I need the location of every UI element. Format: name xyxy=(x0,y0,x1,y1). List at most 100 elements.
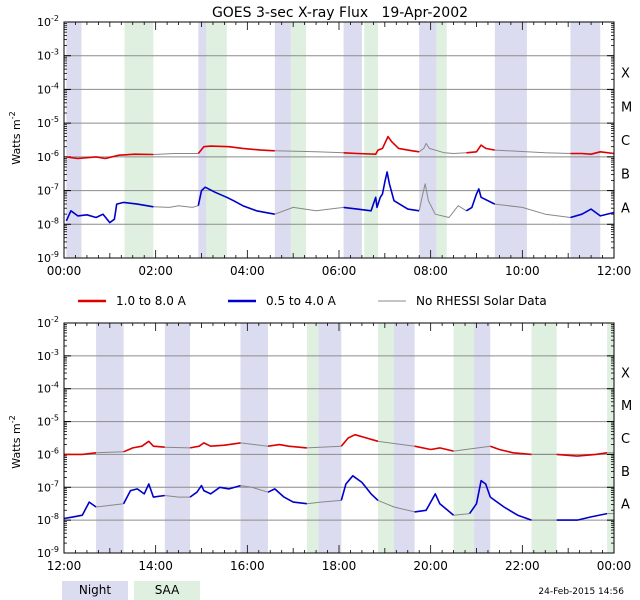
top-ytick-label: 10-2 xyxy=(37,14,59,29)
bottom-series-short-segment xyxy=(63,501,97,520)
bottom-night-band-0 xyxy=(96,323,124,553)
bottom-series-short-segment xyxy=(189,484,241,498)
bottom-ytick-label-exp: -5 xyxy=(51,414,59,423)
top-ytick-label-base: 10 xyxy=(37,218,51,231)
bottom-series-short-segment xyxy=(556,512,608,521)
top-ytick-label-exp: -5 xyxy=(51,115,59,124)
top-series-long-segment xyxy=(466,144,495,154)
top-series-long-segment xyxy=(66,153,154,160)
bottom-series-long-segment xyxy=(267,443,307,449)
bottom-flare-class-A: A xyxy=(621,498,630,513)
top-series-long-segment xyxy=(274,150,344,154)
top-ytick-label-exp: -6 xyxy=(51,149,59,158)
bottom-series-short-segment xyxy=(340,475,379,501)
bottom-saa-band-4 xyxy=(607,323,614,553)
bottom-flare-class-X: X xyxy=(621,366,630,381)
bottom-series-long-segment xyxy=(164,446,191,449)
bottom-series-short-segment xyxy=(306,499,342,505)
top-plot-frame xyxy=(63,21,615,259)
bottom-series-long-segment xyxy=(123,440,165,453)
top-xtick-label: 12:00 xyxy=(597,264,632,278)
legend-label-no-rhessi: No RHESSI Solar Data xyxy=(416,294,547,308)
bottom-ytick-label-exp: -8 xyxy=(51,512,59,521)
top-night-band-2 xyxy=(274,22,291,258)
top-night-band-6 xyxy=(570,22,601,258)
bottom-ytick-label: 10-4 xyxy=(37,381,59,396)
bottom-series-long-segment xyxy=(240,442,269,447)
bottom-ylabel-exp: -2 xyxy=(8,415,17,423)
bottom-saa-band-0 xyxy=(306,323,319,553)
bottom-panel: 10-910-810-710-610-510-410-310-212:00 14:… xyxy=(37,315,632,573)
bottom-xtick-label: 16:00 xyxy=(230,559,265,573)
bottom-series-long-segment xyxy=(96,451,124,454)
night-legend-swatch xyxy=(62,581,128,600)
top-ytick-label: 10-7 xyxy=(37,183,59,198)
bottom-night-band-5 xyxy=(469,323,491,553)
bottom-series-short-segment xyxy=(414,493,455,516)
top-ytick-label-exp: -9 xyxy=(51,250,59,259)
bottom-ytick-label: 10-2 xyxy=(37,315,59,330)
top-night-band-4 xyxy=(419,22,441,258)
top-saa-band-2 xyxy=(290,22,306,258)
series-legend: 1.0 to 8.0 A 0.5 to 4.0 A No RHESSI Sola… xyxy=(78,294,547,308)
top-ytick-label: 10-8 xyxy=(37,216,59,231)
top-ylabel-exp: -2 xyxy=(8,111,17,119)
top-series-short-segment xyxy=(197,186,275,215)
bottom-ytick-label: 10-9 xyxy=(37,545,59,560)
top-ylabel: Watts m-2 xyxy=(8,111,23,164)
bottom-plot-frame xyxy=(63,322,615,554)
bottom-ytick-label-exp: -7 xyxy=(51,479,59,488)
bottom-saa-band-3 xyxy=(531,323,557,553)
bottom-flare-class-M: M xyxy=(621,399,632,414)
bottom-xtick-label: 22:00 xyxy=(505,559,540,573)
bottom-ytick-label-base: 10 xyxy=(37,448,51,461)
top-xtick-label: 08:00 xyxy=(413,264,448,278)
top-ytick-label-exp: -2 xyxy=(51,14,59,23)
bottom-ytick-label-base: 10 xyxy=(37,416,51,429)
bottom-xtick-label: 00:00 xyxy=(597,559,632,573)
bottom-series-short-segment xyxy=(240,485,269,493)
timestamp: 24-Feb-2015 14:56 xyxy=(538,587,624,597)
band-legend: Night SAA xyxy=(62,581,200,600)
top-series-long-segment xyxy=(418,142,467,154)
bottom-ytick-label: 10-5 xyxy=(37,414,59,429)
top-series-long-segment xyxy=(197,145,275,155)
top-saa-band-3 xyxy=(364,22,378,258)
chart-title: GOES 3-sec X-ray Flux 19-Apr-2002 xyxy=(212,5,468,21)
bottom-ytick-label-exp: -2 xyxy=(51,315,59,324)
bottom-series-short-segment xyxy=(96,503,124,508)
bottom-series-long-segment xyxy=(64,452,97,456)
saa-legend-label: SAA xyxy=(155,583,180,597)
top-flare-class-M: M xyxy=(621,100,632,115)
bottom-ytick-label-base: 10 xyxy=(37,514,51,527)
top-ylabel-base: Watts m xyxy=(10,119,23,164)
top-xtick-label: 06:00 xyxy=(322,264,357,278)
legend-label-05-4: 0.5 to 4.0 A xyxy=(266,294,337,308)
bottom-saa-band-2 xyxy=(453,323,475,553)
top-series-long-segment xyxy=(570,151,615,155)
bottom-series-long-segment xyxy=(556,452,608,457)
top-ytick-label: 10-5 xyxy=(37,115,59,130)
top-ytick-label-exp: -3 xyxy=(51,48,59,57)
bottom-ytick-label: 10-7 xyxy=(37,479,59,494)
top-series-short-segment xyxy=(65,201,154,224)
bottom-ytick-label: 10-6 xyxy=(37,446,59,461)
top-ytick-label: 10-6 xyxy=(37,149,59,164)
top-series-short-segment xyxy=(570,208,615,219)
bottom-series-short-segment xyxy=(122,483,165,505)
bottom-series-short-segment xyxy=(489,496,532,521)
bottom-xtick-label: 14:00 xyxy=(138,559,173,573)
bottom-ytick-label-base: 10 xyxy=(37,481,51,494)
bottom-series-long-segment xyxy=(189,442,241,449)
saa-legend-swatch xyxy=(134,581,200,600)
bottom-ytick-label: 10-8 xyxy=(37,512,59,527)
bottom-series-long-segment xyxy=(377,440,415,447)
night-legend-label: Night xyxy=(79,583,112,597)
top-flare-class-C: C xyxy=(621,134,630,149)
top-ytick-label-base: 10 xyxy=(37,185,51,198)
top-series-short-segment xyxy=(465,188,496,212)
bottom-night-band-1 xyxy=(164,323,191,553)
top-series-long-segment xyxy=(343,135,420,155)
bottom-series-short-segment xyxy=(164,495,190,498)
top-xtick-label: 10:00 xyxy=(505,264,540,278)
